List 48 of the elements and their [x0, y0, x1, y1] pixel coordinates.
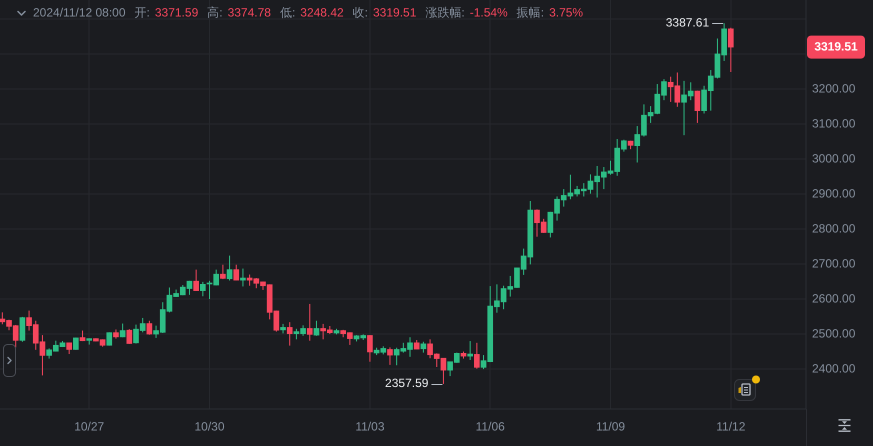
- text: 3319.51: [814, 39, 858, 54]
- candlestick: [286, 322, 293, 346]
- candlestick: [233, 264, 240, 281]
- candlestick: [414, 340, 420, 350]
- annotation: 低: 3248.42: [280, 5, 344, 20]
- annotation: 开: 3371.59: [134, 5, 199, 20]
- annotation: 3387.61: [666, 16, 710, 30]
- annotation: 涨跌幅: -1.54%: [425, 5, 508, 20]
- y-tick-label: 2700.00: [812, 256, 856, 270]
- candlestick: [728, 27, 734, 72]
- candlestick: [314, 320, 320, 336]
- annotation: 收: 3319.51: [352, 5, 417, 20]
- candlestick: [113, 329, 119, 340]
- candlestick: [240, 268, 246, 287]
- candlestick: [367, 334, 373, 362]
- y-tick-label: 2400.00: [812, 361, 856, 376]
- y-tick-label: 2500.00: [812, 326, 856, 340]
- y-tick-label: 3000.00: [812, 151, 856, 166]
- candlestick: [280, 323, 286, 334]
- candlestick: [73, 337, 79, 350]
- x-tick-label: 10/30: [194, 420, 225, 434]
- candlestick: [146, 320, 152, 336]
- candlestick: [220, 264, 226, 280]
- y-tick-label: 3100.00: [812, 116, 856, 130]
- x-tick-label: 10/27: [74, 420, 105, 434]
- x-tick-label: 11/09: [596, 420, 626, 434]
- candlestick: [193, 269, 199, 292]
- annotation: 2357.59: [385, 376, 429, 390]
- y-tick-label: 2800.00: [812, 221, 856, 236]
- y-tick-label: 2600.00: [812, 291, 856, 306]
- candlestick: [694, 90, 700, 124]
- candlestick: [20, 316, 26, 342]
- x-tick-label: 11/06: [476, 420, 506, 434]
- candlestick: [126, 328, 132, 344]
- candlestick: [120, 323, 126, 338]
- y-tick-label: 2900.00: [812, 186, 856, 200]
- candlestick: [420, 341, 426, 354]
- candlestick: [306, 303, 313, 342]
- candlestick: [387, 346, 393, 366]
- x-tick-label: 11/12: [716, 420, 746, 434]
- annotation: 高: 3374.78: [207, 5, 272, 20]
- annotation: 振幅: 3.75%: [516, 5, 584, 20]
- candlestick: [226, 255, 232, 281]
- x-tick-label: 11/03: [355, 420, 385, 434]
- candlestick: [467, 340, 473, 360]
- y-tick-label: 3200.00: [812, 81, 856, 96]
- candlestick: [474, 342, 480, 370]
- annotation: 2024/11/12 08:00: [33, 5, 126, 20]
